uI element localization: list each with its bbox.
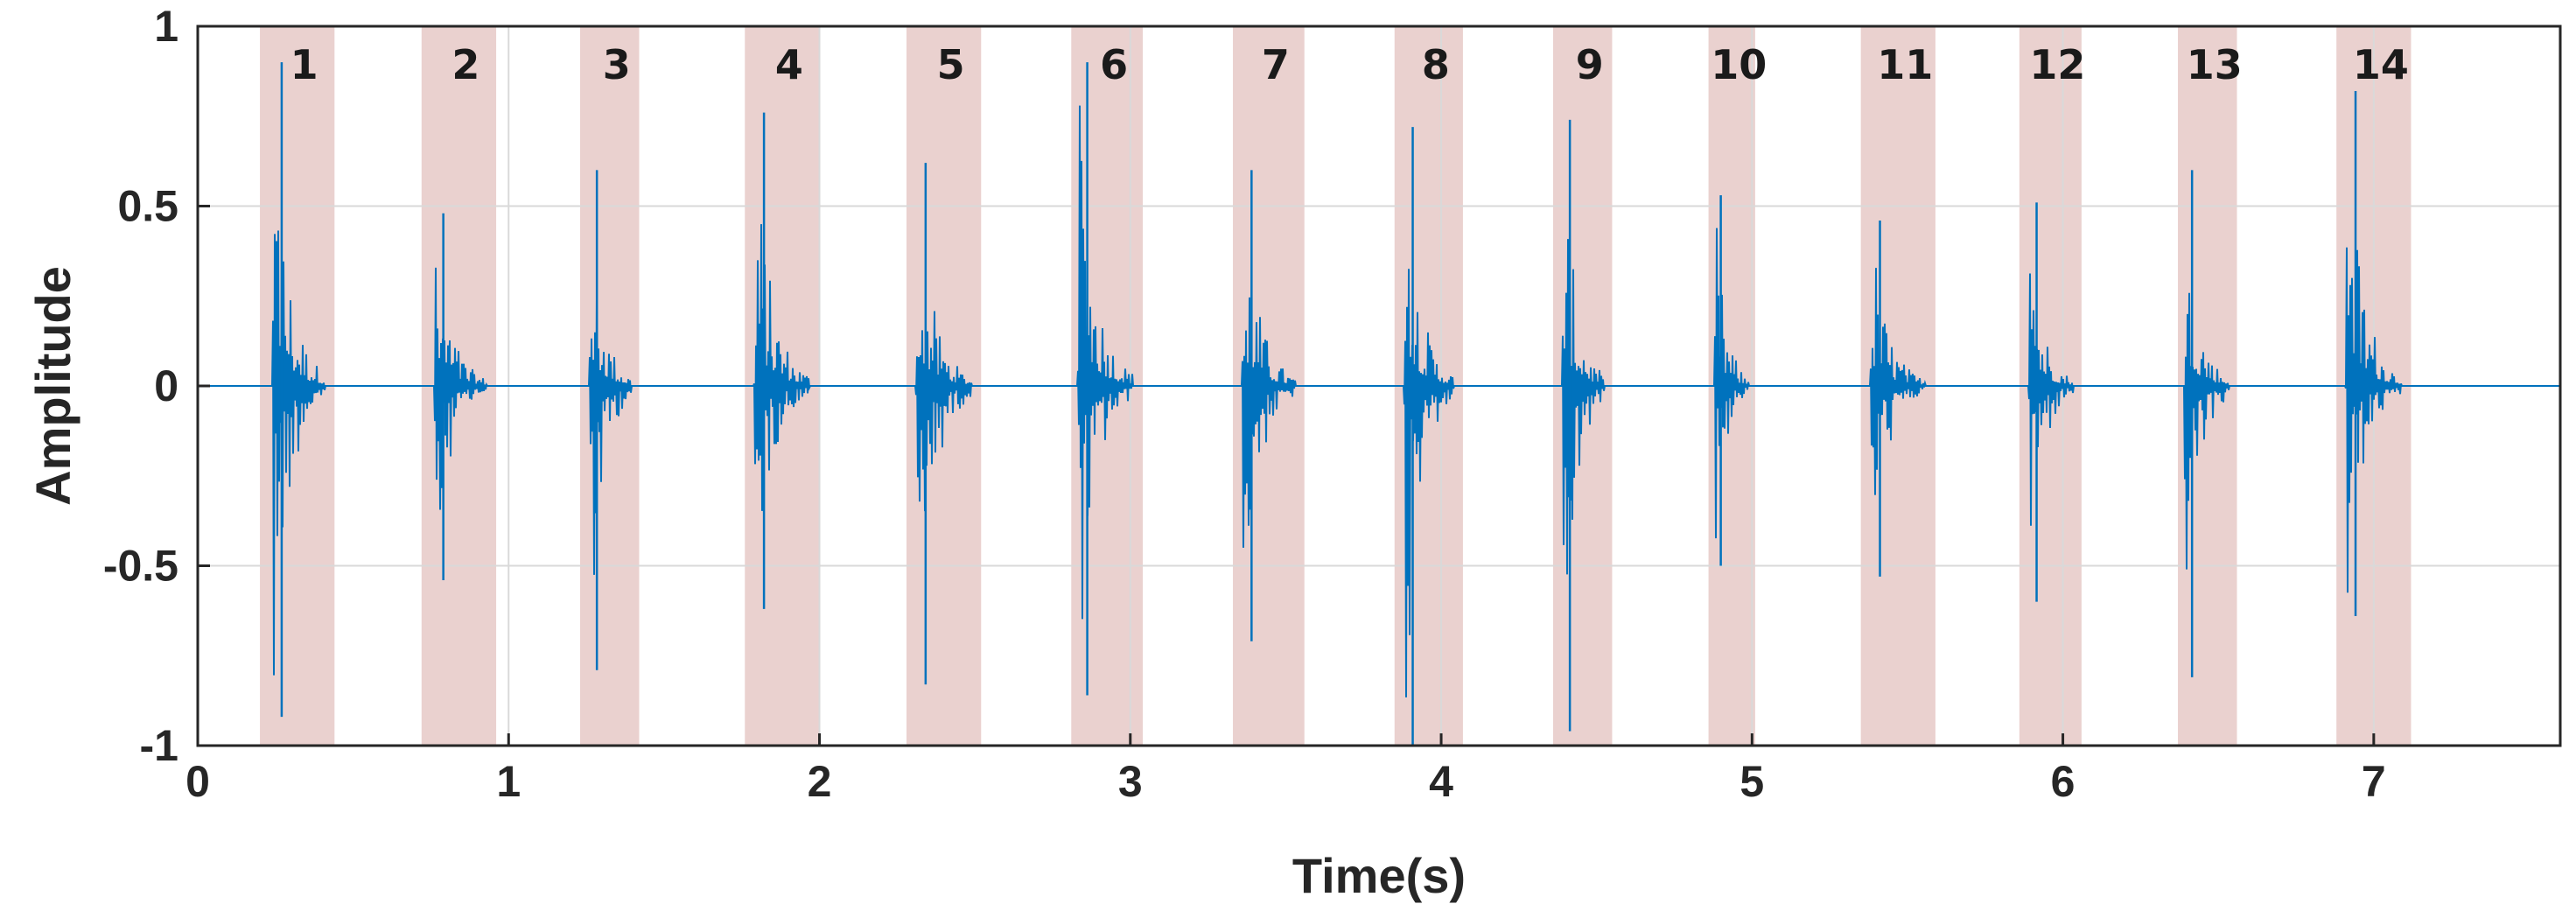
x-tick-label: 0 — [186, 757, 210, 806]
x-tick-label: 6 — [2051, 757, 2076, 806]
x-tick-label: 5 — [1740, 757, 1764, 806]
y-axis-title: Amplitude — [25, 266, 80, 506]
segment-label-6: 6 — [1100, 41, 1128, 88]
x-tick-label: 1 — [496, 757, 521, 806]
x-tick-label: 3 — [1118, 757, 1143, 806]
segment-label-8: 8 — [1422, 41, 1450, 88]
segment-label-4: 4 — [775, 41, 803, 88]
segment-label-13: 13 — [2187, 41, 2243, 88]
x-tick-label: 2 — [808, 757, 832, 806]
segment-label-7: 7 — [1262, 41, 1290, 88]
waveform-line — [198, 105, 2560, 697]
segment-label-1: 1 — [290, 41, 318, 88]
segment-labels: 1 2 3 4 5 6 7 8 9 10 11 12 13 14 — [290, 41, 2409, 88]
segment-label-2: 2 — [452, 41, 480, 88]
segment-label-11: 11 — [1877, 41, 1933, 88]
x-tick-label: 7 — [2362, 757, 2386, 806]
x-axis-title: Time(s) — [1292, 848, 1466, 903]
segment-label-14: 14 — [2353, 41, 2409, 88]
y-tick-label: -0.5 — [103, 542, 178, 591]
segment-label-10: 10 — [1711, 41, 1767, 88]
waveform-series — [198, 62, 2560, 746]
y-tick-label: 1 — [154, 2, 178, 51]
segment-label-3: 3 — [603, 41, 631, 88]
y-tick-label: 0 — [154, 361, 178, 410]
x-tick-label: 4 — [1429, 757, 1453, 806]
y-tick-label: 0.5 — [117, 182, 178, 231]
segment-label-5: 5 — [937, 41, 965, 88]
segment-label-9: 9 — [1576, 41, 1604, 88]
axis-ticks: 0 1 2 3 4 5 6 710.50-0.5-1 — [103, 2, 2386, 806]
segment-label-12: 12 — [2029, 41, 2085, 88]
y-tick-label: -1 — [140, 721, 178, 770]
